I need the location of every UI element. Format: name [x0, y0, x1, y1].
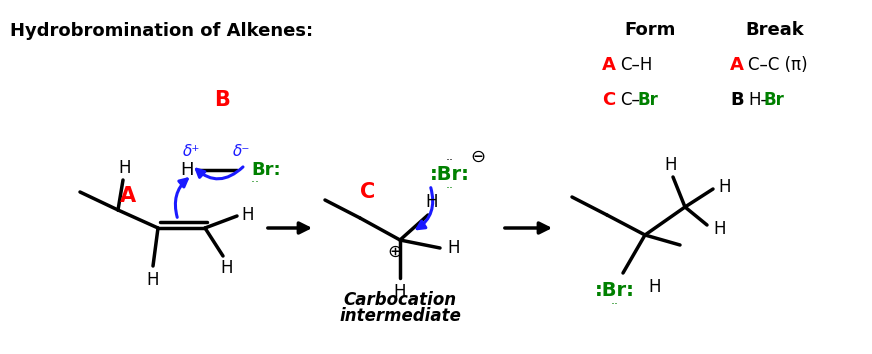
- Text: ⊖: ⊖: [470, 148, 486, 166]
- Text: C–: C–: [620, 91, 640, 109]
- Text: C–H: C–H: [620, 56, 652, 74]
- Text: δ⁻: δ⁻: [234, 144, 250, 160]
- Text: H: H: [242, 206, 255, 224]
- Text: H: H: [221, 259, 233, 277]
- Text: intermediate: intermediate: [339, 307, 461, 325]
- Text: :Br:: :Br:: [595, 280, 635, 299]
- Text: A: A: [730, 56, 744, 74]
- Text: H: H: [394, 283, 406, 301]
- Text: Br: Br: [763, 91, 784, 109]
- Text: H: H: [119, 159, 132, 177]
- Text: Br: Br: [637, 91, 657, 109]
- Text: B: B: [730, 91, 744, 109]
- Text: H: H: [664, 156, 678, 174]
- Text: Br:: Br:: [251, 161, 281, 179]
- Text: ··: ··: [446, 183, 454, 195]
- Text: H: H: [426, 193, 439, 211]
- Text: H: H: [649, 278, 661, 296]
- Text: B: B: [214, 90, 230, 110]
- Text: C: C: [602, 91, 616, 109]
- Text: :Br:: :Br:: [430, 166, 470, 184]
- Text: Break: Break: [746, 21, 804, 39]
- Text: A: A: [602, 56, 616, 74]
- Text: A: A: [120, 186, 136, 206]
- Text: C: C: [360, 182, 376, 202]
- Text: Form: Form: [624, 21, 676, 39]
- Text: δ⁺: δ⁺: [183, 144, 201, 160]
- Text: H: H: [719, 178, 732, 196]
- Text: Carbocation: Carbocation: [344, 291, 457, 309]
- Text: ··: ··: [611, 298, 619, 312]
- Text: ⊕: ⊕: [387, 243, 403, 261]
- Text: ··: ··: [251, 177, 263, 189]
- Text: H: H: [146, 271, 160, 289]
- Text: H: H: [714, 220, 726, 238]
- Text: ··: ··: [446, 154, 454, 167]
- Text: C–C (π): C–C (π): [748, 56, 807, 74]
- Text: Hydrobromination of Alkenes:: Hydrobromination of Alkenes:: [10, 22, 313, 40]
- Text: H: H: [447, 239, 460, 257]
- Text: H: H: [181, 161, 194, 179]
- Text: H–: H–: [748, 91, 769, 109]
